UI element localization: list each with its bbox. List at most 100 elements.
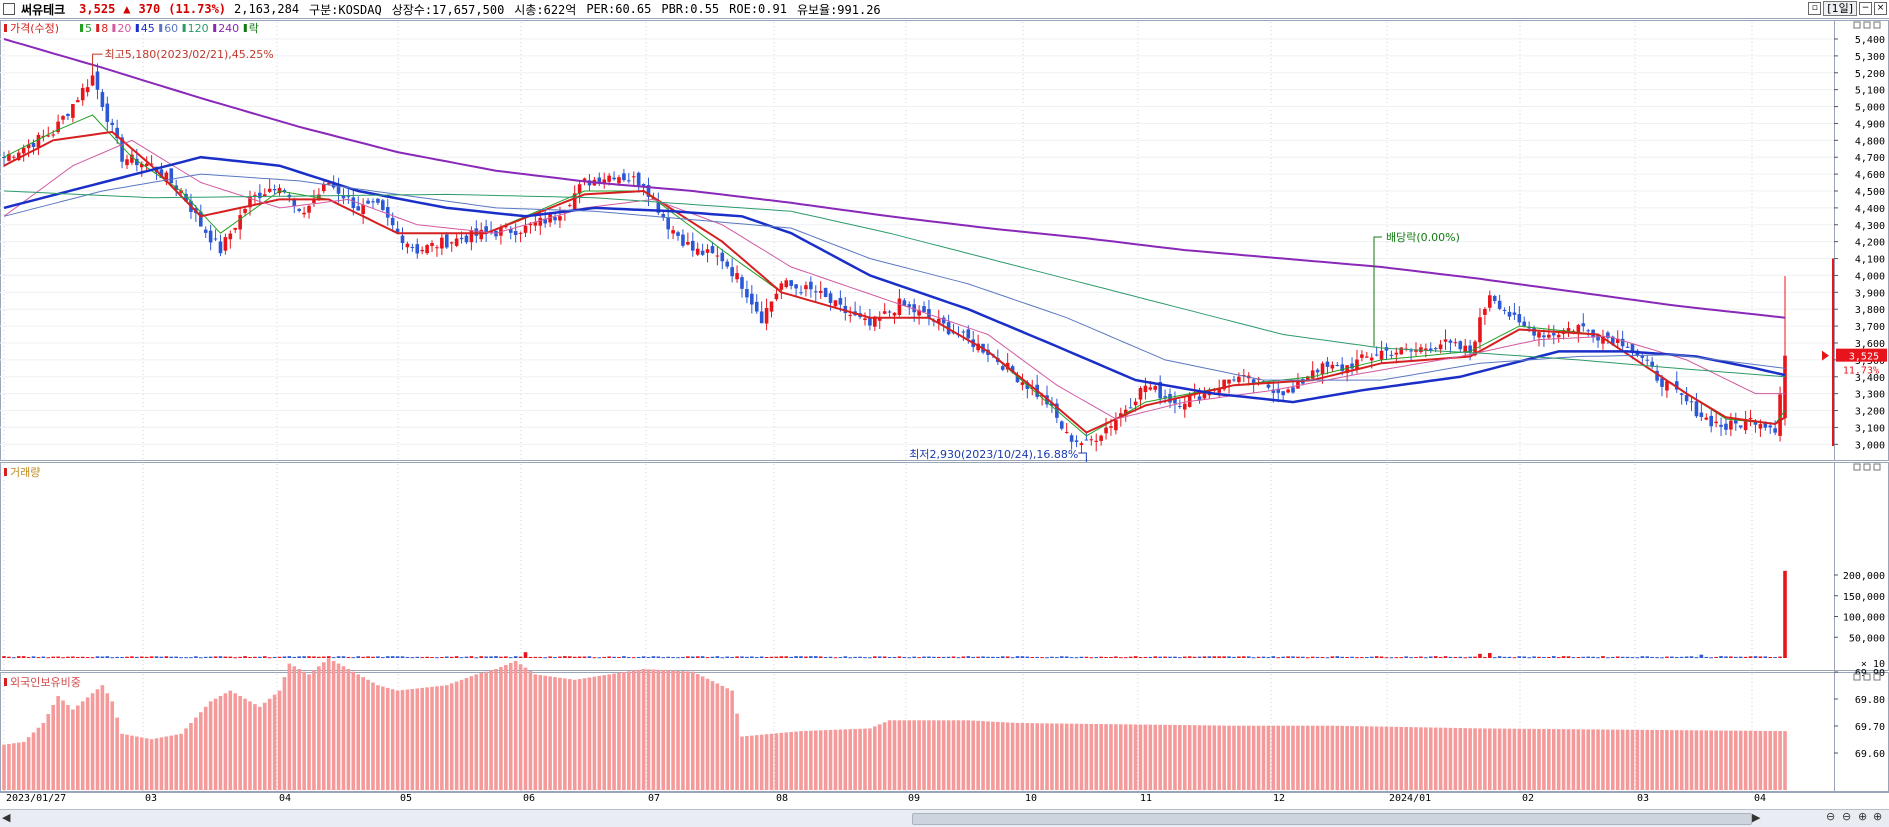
- volume-bars: [2, 570, 1787, 659]
- candle-body: [1168, 393, 1172, 403]
- scroll-right-icon[interactable]: ▶: [1752, 811, 1761, 824]
- foreign-ratio-bar: [110, 701, 115, 790]
- volume-bar: [1256, 656, 1261, 658]
- foreign-ratio-bar: [1222, 725, 1226, 790]
- foreign-ratio-bar: [218, 696, 223, 790]
- price-y-tick-label: 4,200: [1855, 238, 1885, 249]
- foreign-ratio-bar: [95, 689, 100, 790]
- foreign-ratio-bar: [558, 677, 562, 790]
- volume-bar: [282, 656, 287, 658]
- ma-line-45: [3, 155, 1786, 404]
- price-panel[interactable]: 5,400 5,300 5,200 5,100 5,000 4,900 4,800 4,700…: [0, 20, 1889, 463]
- foreign-ratio-bar: [356, 674, 361, 790]
- zoom-reset-icon[interactable]: ⊖: [1826, 810, 1836, 823]
- foreign-ratio-bar: [1606, 729, 1610, 790]
- foreign-ratio-bar: [405, 689, 410, 790]
- candle-body: [508, 229, 513, 233]
- foreign-ratio-bar: [1320, 725, 1325, 790]
- legend-item: 가격(수정): [10, 22, 59, 35]
- foreign-ratio-bar: [26, 737, 31, 790]
- foreign-ratio-bar: [1015, 723, 1020, 790]
- foreign-ratio-bar: [1561, 729, 1566, 790]
- volume-bar: [1005, 656, 1010, 658]
- candle-body: [1074, 440, 1079, 442]
- volume-bar: [297, 656, 301, 658]
- select-checkbox[interactable]: [3, 3, 15, 15]
- candle-body: [730, 267, 734, 277]
- foreign-ratio-bar: [198, 712, 203, 790]
- candle-body: [813, 291, 818, 293]
- volume-bar: [135, 656, 139, 658]
- candle-body: [46, 135, 51, 137]
- foreign-ratio-bar: [946, 720, 951, 790]
- minimize-icon[interactable]: −: [1859, 2, 1872, 15]
- candle-body: [144, 163, 149, 166]
- candle-body: [125, 159, 129, 166]
- foreign-ratio-bar: [1271, 725, 1276, 790]
- foreign-ratio-bar: [120, 733, 124, 790]
- volume-bar: [1709, 657, 1714, 659]
- close-icon[interactable]: ×: [1874, 2, 1887, 15]
- volume-bar: [1630, 657, 1635, 659]
- volume-bar: [1064, 656, 1069, 658]
- x-tick-label: 04: [279, 793, 291, 804]
- volume-bar: [223, 656, 228, 658]
- zoom-slider[interactable]: [1770, 811, 1820, 823]
- foreign-ratio-bar: [1035, 723, 1039, 790]
- volume-bar: [115, 656, 119, 658]
- candle-body: [1448, 340, 1453, 343]
- volume-bar: [789, 656, 793, 658]
- price-y-tick-label: 5,000: [1855, 103, 1885, 114]
- candle-body: [115, 127, 119, 139]
- candle-body: [1433, 348, 1438, 350]
- window-restore-icon[interactable]: ▫: [1808, 2, 1822, 15]
- scroll-thumb[interactable]: [912, 813, 1752, 825]
- volume-bar: [454, 656, 459, 658]
- volume-bar: [941, 656, 946, 658]
- foreign-ratio-bar: [1738, 730, 1743, 790]
- foreign-ratio-bar: [208, 701, 213, 790]
- candle-body: [1119, 413, 1123, 418]
- volume-bar: [184, 657, 188, 659]
- foreign-ratio-bar: [479, 673, 484, 790]
- candle-body: [725, 261, 730, 267]
- volume-panel[interactable]: 거래량 200,000 150,000 100,000 50,000 × 10: [0, 462, 1889, 671]
- zoom-fit-icon[interactable]: ⊕: [1873, 810, 1883, 823]
- foreign-ratio-bar: [1207, 725, 1212, 790]
- volume-bar: [12, 657, 16, 659]
- price-y-tick-label: 4,400: [1855, 204, 1885, 215]
- foreign-ratio-bar: [1763, 730, 1768, 790]
- foreign-ratio-bar: [36, 727, 41, 790]
- volume-bar: [346, 656, 351, 658]
- candle-body: [1684, 395, 1689, 402]
- candle-body: [1340, 364, 1345, 371]
- foreign-ratio-bar: [1059, 723, 1064, 790]
- candle-body: [85, 87, 90, 93]
- foreign-ratio-bar: [720, 685, 725, 790]
- foreign-ratio-bar: [16, 742, 21, 790]
- candle-body: [612, 177, 616, 180]
- foreign-legend-marker: [4, 678, 7, 686]
- price-change: 370: [138, 2, 161, 16]
- zoom-in-icon[interactable]: ⊕: [1858, 810, 1868, 823]
- volume-bar: [1729, 656, 1733, 658]
- scroll-left-icon[interactable]: ◀: [2, 811, 11, 824]
- zoom-out-icon[interactable]: ⊖: [1842, 810, 1852, 823]
- volume-bar: [1679, 656, 1684, 658]
- candle-body: [1202, 393, 1207, 399]
- stock-chart[interactable]: 5,400 5,300 5,200 5,100 5,000 4,900 4,800 4,700…: [0, 19, 1889, 809]
- foreign-ratio-bar: [646, 669, 651, 790]
- foreign-ratio-bar: [572, 679, 577, 790]
- volume-bar: [189, 657, 193, 659]
- foreign-ratio-bar: [435, 686, 439, 790]
- foreign-ratio-bar: [1630, 729, 1635, 790]
- candle-body: [1369, 357, 1374, 361]
- horizontal-scrollbar[interactable]: ◀ ▶ ⊖ ⊖ ⊕ ⊕: [0, 809, 1889, 827]
- foreign-ratio-bar: [1532, 728, 1536, 790]
- foreign-ratio-bar: [287, 663, 292, 790]
- foreign-ratio-bar: [1473, 728, 1477, 790]
- candle-body: [420, 249, 424, 252]
- period-button[interactable]: [1일]: [1823, 1, 1857, 16]
- foreign-ratio-bar: [194, 717, 198, 790]
